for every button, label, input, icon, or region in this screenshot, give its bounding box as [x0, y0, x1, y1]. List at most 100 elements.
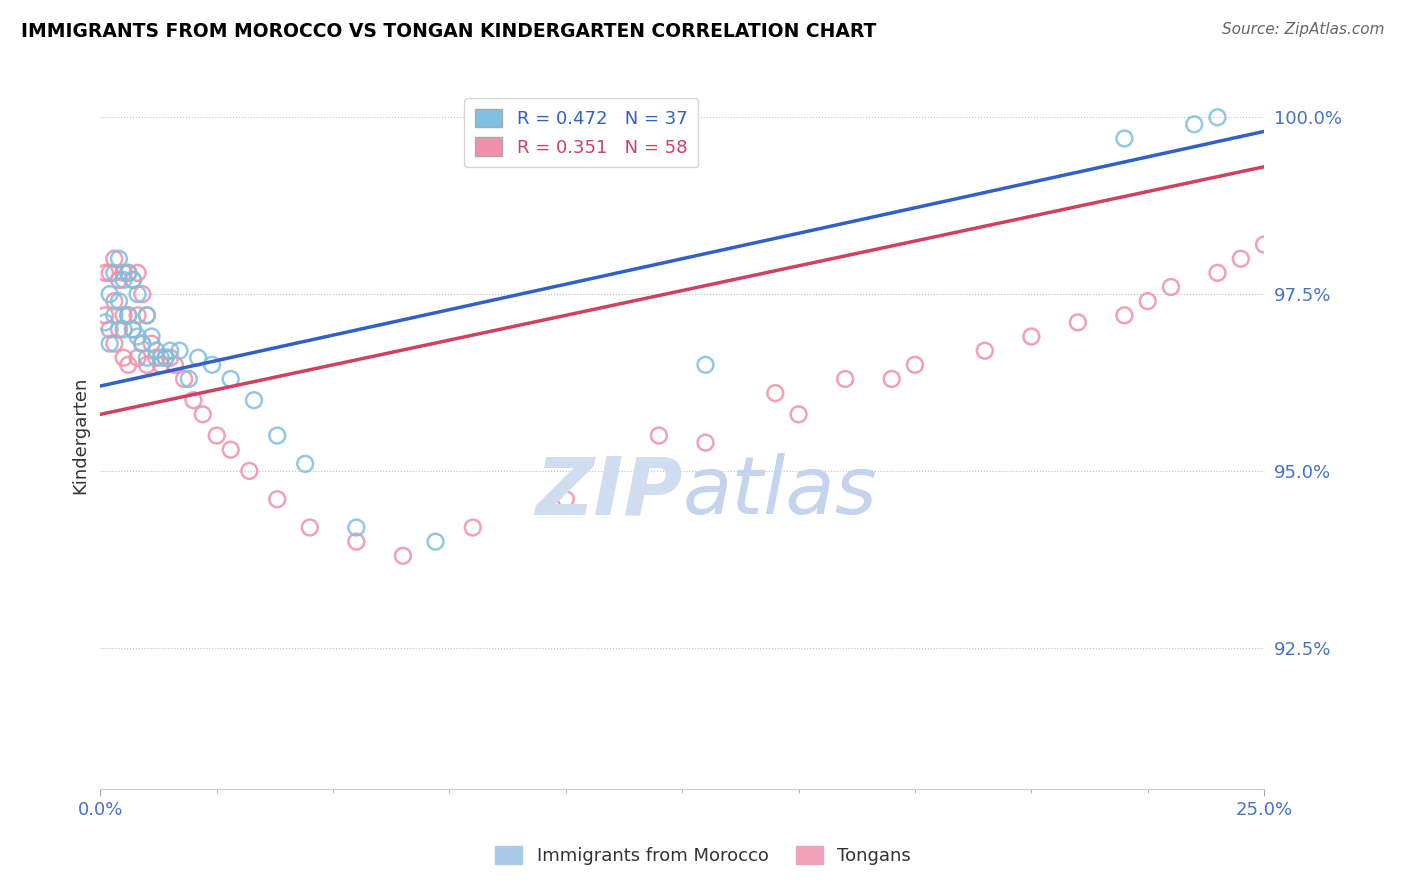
Point: [187, 351, 209, 365]
Point: [108, 322, 131, 336]
Point: [108, 252, 131, 266]
Point: [392, 549, 415, 563]
Point: [183, 393, 205, 408]
Point: [94, 308, 117, 322]
Point: [1114, 131, 1136, 145]
Point: [1114, 308, 1136, 322]
Point: [1229, 252, 1251, 266]
Point: [127, 266, 149, 280]
Point: [787, 408, 810, 422]
Point: [159, 343, 181, 358]
Point: [117, 308, 139, 322]
Point: [1206, 110, 1229, 124]
Point: [135, 308, 157, 322]
Point: [219, 372, 242, 386]
Point: [1136, 294, 1159, 309]
Point: [98, 322, 121, 336]
Point: [266, 428, 288, 442]
Point: [173, 372, 195, 386]
Point: [1182, 117, 1205, 131]
Text: Source: ZipAtlas.com: Source: ZipAtlas.com: [1222, 22, 1385, 37]
Point: [112, 351, 135, 365]
Point: [834, 372, 856, 386]
Point: [763, 386, 786, 401]
Point: [117, 358, 139, 372]
Point: [103, 266, 125, 280]
Point: [904, 358, 927, 372]
Point: [294, 457, 316, 471]
Point: [117, 266, 139, 280]
Legend: Immigrants from Morocco, Tongans: Immigrants from Morocco, Tongans: [488, 838, 918, 872]
Point: [298, 520, 321, 534]
Point: [122, 322, 145, 336]
Point: [127, 308, 149, 322]
Point: [344, 534, 367, 549]
Point: [238, 464, 260, 478]
Point: [127, 287, 149, 301]
Point: [98, 287, 121, 301]
Point: [344, 520, 367, 534]
Point: [141, 329, 163, 343]
Text: atlas: atlas: [682, 453, 877, 531]
Point: [98, 336, 121, 351]
Point: [149, 358, 172, 372]
Point: [1206, 266, 1229, 280]
Point: [461, 520, 484, 534]
Point: [145, 343, 167, 358]
Point: [219, 442, 242, 457]
Point: [1253, 237, 1275, 252]
Text: ZIP: ZIP: [534, 453, 682, 531]
Point: [108, 294, 131, 309]
Point: [695, 358, 717, 372]
Point: [122, 322, 145, 336]
Point: [1067, 315, 1090, 329]
Point: [155, 351, 177, 365]
Point: [191, 408, 214, 422]
Point: [131, 336, 153, 351]
Point: [243, 393, 266, 408]
Point: [880, 372, 903, 386]
Point: [205, 428, 228, 442]
Point: [266, 492, 288, 507]
Point: [973, 343, 995, 358]
Point: [117, 308, 139, 322]
Point: [163, 358, 186, 372]
Point: [112, 308, 135, 322]
Point: [103, 294, 125, 309]
Point: [98, 266, 121, 280]
Point: [103, 252, 125, 266]
Text: IMMIGRANTS FROM MOROCCO VS TONGAN KINDERGARTEN CORRELATION CHART: IMMIGRANTS FROM MOROCCO VS TONGAN KINDER…: [21, 22, 876, 41]
Point: [425, 534, 447, 549]
Point: [131, 287, 153, 301]
Point: [159, 351, 181, 365]
Point: [112, 322, 135, 336]
Point: [1160, 280, 1182, 294]
Point: [112, 266, 135, 280]
Point: [127, 351, 149, 365]
Point: [94, 315, 117, 329]
Point: [554, 492, 576, 507]
Point: [155, 351, 177, 365]
Point: [103, 336, 125, 351]
Point: [94, 266, 117, 280]
Point: [141, 336, 163, 351]
Legend: R = 0.472   N = 37, R = 0.351   N = 58: R = 0.472 N = 37, R = 0.351 N = 58: [464, 98, 699, 168]
Point: [201, 358, 224, 372]
Y-axis label: Kindergarten: Kindergarten: [72, 376, 89, 494]
Point: [169, 343, 191, 358]
Point: [648, 428, 671, 442]
Point: [1021, 329, 1043, 343]
Point: [127, 329, 149, 343]
Point: [122, 273, 145, 287]
Point: [145, 351, 167, 365]
Point: [135, 308, 157, 322]
Point: [122, 273, 145, 287]
Point: [112, 273, 135, 287]
Point: [117, 266, 139, 280]
Point: [108, 273, 131, 287]
Point: [131, 336, 153, 351]
Point: [695, 435, 717, 450]
Point: [177, 372, 200, 386]
Point: [135, 351, 157, 365]
Point: [149, 351, 172, 365]
